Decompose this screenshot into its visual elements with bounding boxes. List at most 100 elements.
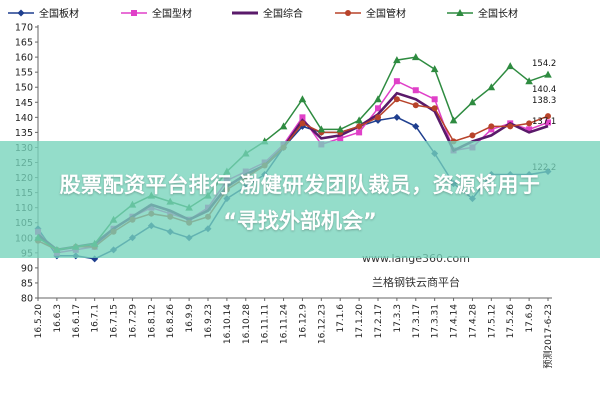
banner-subheadline[interactable]: “寻找外部机会” xyxy=(223,209,377,233)
legend-label: 全国综合 xyxy=(263,7,303,20)
x-tick-label: 16.7.29 xyxy=(128,304,138,339)
x-tick-label: 16.6.3 xyxy=(53,304,63,333)
x-tick-label: 17.3.17 xyxy=(412,304,422,338)
y-tick-label: 160 xyxy=(15,53,33,64)
data-point xyxy=(298,95,307,103)
x-tick-label: 16.6.17 xyxy=(72,304,82,338)
x-tick-label: 16.7.15 xyxy=(110,304,120,338)
x-tick-label: 16.5.20 xyxy=(34,304,44,339)
data-point xyxy=(449,116,458,124)
x-tick-label: 16.10.28 xyxy=(242,304,252,344)
data-point xyxy=(412,122,420,130)
data-point xyxy=(431,105,438,112)
data-point xyxy=(526,120,533,127)
data-point xyxy=(356,123,363,130)
legend-entry: 全国板材 xyxy=(8,7,79,20)
legend-label: 全国板材 xyxy=(39,7,79,20)
y-tick-label: 165 xyxy=(15,38,33,49)
legend-swatch-marker xyxy=(456,9,464,16)
y-tick-label: 170 xyxy=(15,23,33,34)
data-point xyxy=(468,98,477,106)
x-tick-label: 16.7.1 xyxy=(91,304,101,333)
legend-swatch-marker xyxy=(131,10,137,16)
data-point xyxy=(299,114,306,121)
data-point xyxy=(544,70,552,78)
data-point xyxy=(393,78,400,85)
data-point xyxy=(317,125,326,133)
data-point xyxy=(337,135,344,142)
x-tick-label: 16.12.23 xyxy=(317,304,327,344)
data-point xyxy=(299,120,306,127)
banner-headline[interactable]: 股票配资平台排行 渤健研发团队裁员，资源将用于 xyxy=(59,173,541,197)
end-value-label: 140.4 xyxy=(532,85,556,95)
legend-swatch-marker xyxy=(345,10,351,16)
legend-entry: 全国管材 xyxy=(335,7,406,20)
y-tick-label: 80 xyxy=(21,294,33,305)
data-point xyxy=(393,113,401,121)
data-point xyxy=(336,125,345,133)
data-point xyxy=(375,105,381,112)
data-point xyxy=(525,77,533,85)
end-value-label: 138.3 xyxy=(532,96,556,106)
y-tick-label: 140 xyxy=(15,113,33,124)
y-tick-label: 85 xyxy=(21,278,33,289)
legend-entry: 全国型材 xyxy=(121,7,192,20)
legend-swatch-marker xyxy=(17,9,25,17)
data-point xyxy=(545,113,551,120)
x-tick-label: 17.5.26 xyxy=(506,304,516,339)
legend-label: 全国管材 xyxy=(366,7,406,20)
data-point xyxy=(430,65,439,73)
x-tick-label: 16.8.26 xyxy=(166,304,176,339)
x-tick-label: 17.2.17 xyxy=(374,304,384,338)
x-tick-label: 17.6.9 xyxy=(525,304,535,333)
data-point xyxy=(412,87,419,94)
x-tick-label: 17.3.31 xyxy=(431,304,441,338)
legend-entry: 全国长材 xyxy=(447,7,518,20)
x-tick-label: 16.11.11 xyxy=(261,304,271,344)
data-point xyxy=(487,83,496,91)
legend-label: 全国型材 xyxy=(152,7,192,20)
data-point xyxy=(355,116,363,124)
data-point xyxy=(545,119,551,126)
data-point xyxy=(506,62,515,70)
watermark-platform: 兰格钢铁云商平台 xyxy=(372,275,460,289)
data-point xyxy=(411,53,420,61)
x-tick-label: 预测2017-6-23 xyxy=(543,304,554,369)
data-point xyxy=(488,123,495,130)
data-point xyxy=(507,123,514,130)
data-point xyxy=(393,56,401,64)
data-point xyxy=(375,114,381,121)
data-point xyxy=(356,129,363,136)
x-tick-label: 17.5.12 xyxy=(487,304,497,338)
x-tick-label: 16.8.12 xyxy=(147,304,157,338)
legend-entry: 全国综合 xyxy=(232,7,303,20)
y-tick-label: 145 xyxy=(15,98,33,109)
x-tick-label: 16.9.23 xyxy=(204,304,214,338)
end-value-label: 137.1 xyxy=(532,117,556,127)
x-tick-label: 17.4.28 xyxy=(468,304,478,339)
data-point xyxy=(526,126,533,133)
x-tick-label: 16.11.24 xyxy=(280,304,290,344)
x-tick-label: 17.1.6 xyxy=(336,304,346,333)
data-point xyxy=(374,95,382,103)
y-tick-label: 150 xyxy=(15,83,33,94)
x-tick-label: 16.9.9 xyxy=(185,304,195,333)
end-value-label: 154.2 xyxy=(532,59,556,69)
data-point xyxy=(469,132,476,139)
x-tick-label: 17.3.3 xyxy=(393,304,403,333)
y-tick-label: 135 xyxy=(15,128,33,139)
x-tick-label: 17.4.14 xyxy=(450,304,460,339)
x-tick-label: 16.12.9 xyxy=(298,304,308,339)
x-tick-label: 16.10.14 xyxy=(223,304,233,344)
data-point xyxy=(412,102,419,109)
y-tick-label: 90 xyxy=(21,263,33,274)
data-point xyxy=(431,96,438,103)
data-point xyxy=(393,96,400,103)
legend-label: 全国长材 xyxy=(478,7,518,20)
data-point xyxy=(488,126,495,133)
y-tick-label: 155 xyxy=(15,68,33,79)
overlay-banner[interactable]: 股票配资平台排行 渤健研发团队裁员，资源将用于 “寻找外部机会” xyxy=(0,141,600,258)
x-tick-label: 17.1.20 xyxy=(355,304,365,339)
data-point xyxy=(279,122,288,130)
chart-legend: 全国板材 全国型材 全国综合 全国管材 全国长材 xyxy=(8,7,518,20)
